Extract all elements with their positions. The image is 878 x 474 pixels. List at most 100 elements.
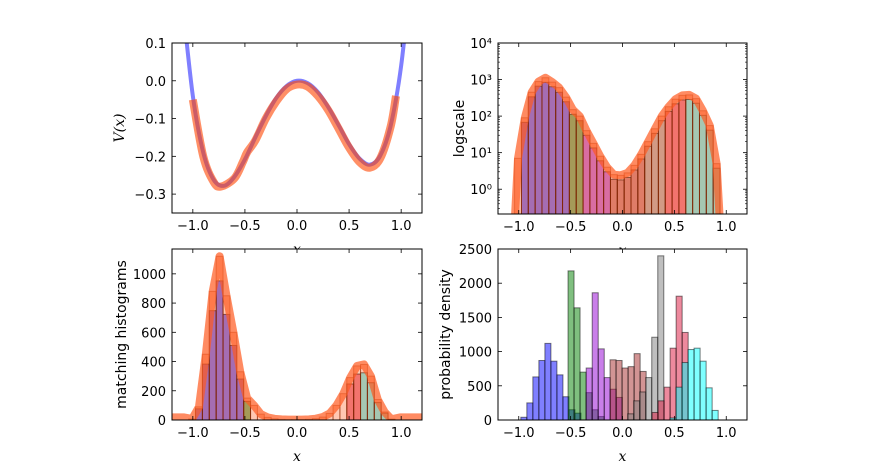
combined-histogram-bar [575, 115, 584, 214]
density-histogram-bar [681, 362, 689, 420]
x-tick-label: 0.0 [287, 426, 308, 441]
combined-histogram-bar [623, 172, 632, 214]
x-tick-label: −0.5 [229, 219, 261, 234]
x-tick-label: 1.0 [391, 219, 412, 234]
density-histogram-bar [651, 336, 659, 420]
logscale-y-axis-label: logscale [452, 100, 468, 157]
logscale-frame [497, 42, 748, 215]
density-histogram-bar [711, 409, 719, 420]
combined-histogram-bar [555, 87, 564, 214]
y-tick-label: 10¹ [470, 147, 492, 162]
combined-histogram-bar [685, 94, 694, 214]
y-tick-label: 0.0 [145, 75, 166, 90]
x-tick-label: 1.0 [391, 426, 412, 441]
x-tick-label: 0.5 [664, 220, 685, 235]
x-tick-label: 0.5 [339, 219, 360, 234]
y-tick-label: 800 [141, 297, 166, 312]
combined-histogram-bar [548, 81, 557, 214]
x-tick-label: 1.0 [716, 220, 737, 235]
x-tick-label: 0.5 [664, 426, 685, 441]
potential-y-axis-label: V(x) [112, 114, 128, 143]
density-histogram-bar [609, 359, 617, 420]
density-histogram-bar [591, 292, 599, 420]
potential-frame [171, 42, 423, 214]
y-tick-label: 0 [158, 414, 166, 429]
density-histogram-bar [615, 359, 623, 420]
y-tick-label: 400 [141, 356, 166, 371]
density-histogram-bar [663, 386, 671, 420]
density-histogram-bar [567, 270, 575, 420]
combined-histogram-bar [534, 81, 543, 214]
y-tick-label: 10⁴ [470, 37, 492, 52]
density-histogram-bar [687, 349, 695, 420]
density-histogram-bar [532, 376, 540, 420]
y-tick-label: −0.2 [134, 150, 166, 165]
combined-histogram-bar [562, 96, 570, 214]
combined-histogram-bar [671, 98, 680, 214]
logscale-plot [511, 73, 724, 214]
potential-plot [184, 43, 406, 191]
x-tick-label: 0.0 [612, 426, 633, 441]
density-histogram-bar [699, 360, 707, 420]
density-histogram-bar [573, 307, 581, 420]
density-axes-decor: −1.0 −0.5 0.0 0.5 1.0 0 500 1000 1500 2000 2500 x pr… [438, 243, 748, 465]
x-tick-label: −1.0 [503, 426, 535, 441]
density-x-axis-label: x [619, 449, 627, 465]
combined-histogram-bar [541, 77, 550, 214]
x-tick-label: −0.5 [555, 426, 587, 441]
density-histogram-bar [645, 377, 653, 420]
density-histogram-bar [603, 377, 611, 420]
y-tick-label: −0.3 [134, 188, 166, 203]
density-histogram-bar [544, 342, 552, 420]
density-histogram-bar [550, 360, 558, 420]
density-histogram-bar [627, 413, 635, 420]
x-tick-label: −1.0 [177, 219, 209, 234]
combined-histogram-bar [616, 174, 625, 214]
density-histogram-bar [705, 387, 713, 420]
density-histogram-bar [556, 374, 564, 420]
matching-frame [171, 248, 423, 421]
potential-background [172, 43, 422, 213]
y-tick-label: −0.1 [134, 113, 166, 128]
density-frame [497, 248, 748, 421]
matching-x-axis-label: x [293, 449, 301, 465]
density-y-axis-label: probability density [438, 269, 454, 399]
density-histogram-bar [657, 400, 665, 420]
estimated-potential-curve [188, 80, 400, 191]
x-tick-label: 0.0 [287, 219, 308, 234]
density-histogram-bar [585, 367, 593, 420]
density-histogram-bar [651, 411, 659, 420]
x-tick-label: 0.0 [612, 220, 633, 235]
density-histogram-bar [669, 347, 677, 420]
y-tick-label: 2000 [459, 277, 492, 292]
x-tick-label: 0.5 [339, 426, 360, 441]
y-tick-label: 10³ [470, 74, 492, 89]
combined-histogram-bar [678, 94, 687, 214]
combined-histogram-bar [657, 115, 666, 214]
combined-histogram-bar [609, 174, 618, 214]
density-histogram-bar [579, 371, 587, 420]
density-plot [520, 255, 719, 420]
density-histogram-bar [526, 402, 534, 420]
y-tick-label: 10⁰ [470, 183, 492, 198]
density-histogram-bar [639, 391, 647, 420]
potential-axes-decor: −1.0−0.50.00.51.0−0.3−0.2−0.10.00.1xV(x) [112, 37, 423, 258]
density-histogram-bar [597, 348, 605, 420]
y-tick-label: 500 [467, 380, 492, 395]
density-histogram-bar [633, 400, 641, 420]
matching-axes-decor: −1.0 −0.5 0.0 0.5 1.0 0 200 400 600 800 1000 x match… [114, 248, 423, 465]
x-tick-label: 1.0 [716, 426, 737, 441]
y-tick-label: 200 [141, 385, 166, 400]
combined-histogram-bar [651, 128, 659, 214]
density-histogram-bar [657, 255, 665, 420]
y-tick-label: 1500 [459, 311, 492, 326]
y-tick-label: 600 [141, 326, 166, 341]
combined-histogram-bar [692, 98, 700, 214]
density-histogram-bar [538, 359, 546, 420]
matching-y-axis-label: matching histograms [114, 260, 130, 409]
combined-histogram-bar [568, 109, 577, 214]
combined-density-line [511, 73, 724, 214]
y-tick-label: 10² [470, 110, 492, 125]
density-histogram-bar [675, 386, 683, 420]
